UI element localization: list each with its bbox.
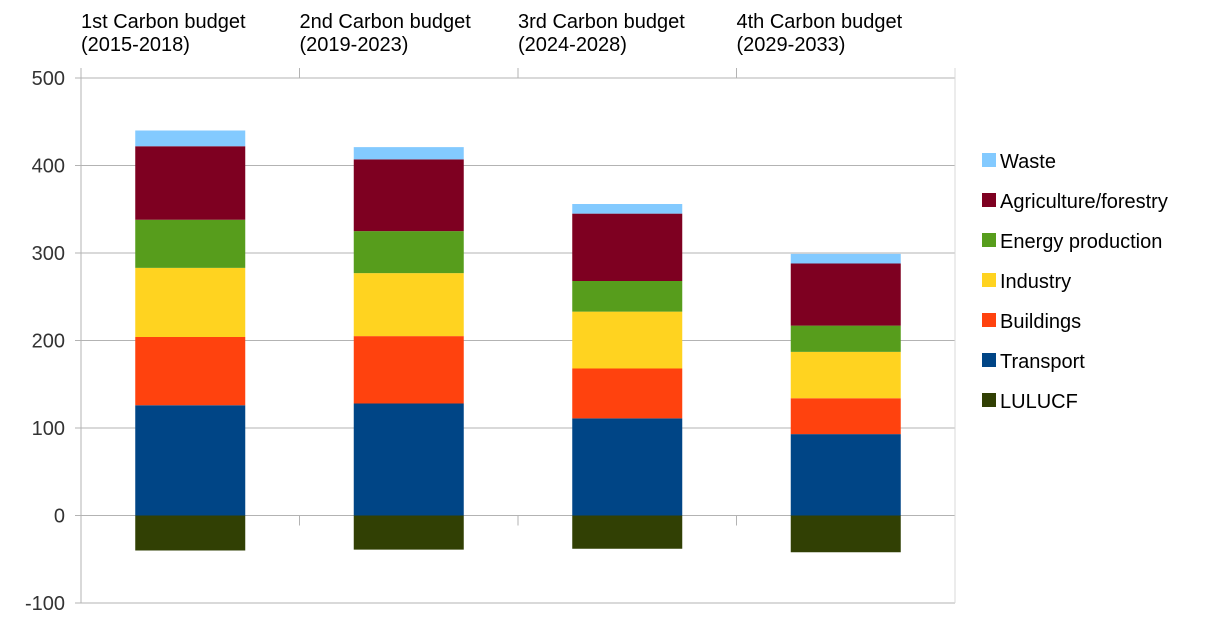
legend-label-buildings: Buildings <box>1000 311 1081 333</box>
bar-segment-energy-production <box>790 325 901 352</box>
y-tick-label: 0 <box>54 506 65 528</box>
bar-segment-agriculture-forestry <box>353 159 464 232</box>
y-tick-label: 200 <box>32 331 65 353</box>
legend: Waste Agriculture/forestry Energy producti… <box>982 151 1168 413</box>
axes: -100 0 100 200 300 400 500 <box>25 68 956 615</box>
bar-segment-energy-production <box>572 281 683 312</box>
bar-segment-buildings <box>353 336 464 404</box>
bar-segment-transport <box>790 434 901 516</box>
bar-segment-buildings <box>790 398 901 435</box>
bar-segment-buildings <box>572 368 683 419</box>
bar-segment-agriculture-forestry <box>135 146 246 220</box>
category-label: 4th Carbon budget (2029-2033) <box>737 11 903 56</box>
bar-segment-waste <box>572 204 683 214</box>
bar-segment-transport <box>572 418 683 516</box>
bar-segment-transport <box>135 405 246 516</box>
bar-segment-waste <box>790 253 901 264</box>
bar-segment-buildings <box>135 337 246 406</box>
category-label: 3rd Carbon budget (2024-2028) <box>518 11 685 56</box>
legend-label-waste: Waste <box>1000 151 1056 173</box>
y-tick-label: 500 <box>32 68 65 90</box>
bars <box>135 130 901 553</box>
bar-segment-lulucf <box>790 515 901 553</box>
y-tick-label: 300 <box>32 243 65 265</box>
legend-swatch-agriculture-forestry <box>982 193 996 207</box>
category-label: 1st Carbon budget (2015-2018) <box>81 11 246 56</box>
legend-swatch-industry <box>982 273 996 287</box>
bar-segment-waste <box>135 130 246 147</box>
y-tick-label: 100 <box>32 418 65 440</box>
legend-swatch-energy-production <box>982 233 996 247</box>
legend-label-energy-production: Energy production <box>1000 231 1162 253</box>
legend-label-transport: Transport <box>1000 351 1085 373</box>
y-tick-label: 400 <box>32 156 65 178</box>
bar-segment-industry <box>135 267 246 337</box>
bar-segment-industry <box>790 351 901 399</box>
bar-segment-energy-production <box>135 219 246 268</box>
bar-segment-waste <box>353 147 464 160</box>
legend-swatch-lulucf <box>982 393 996 407</box>
legend-swatch-buildings <box>982 313 996 327</box>
bar-segment-agriculture-forestry <box>572 213 683 281</box>
legend-swatch-waste <box>982 153 996 167</box>
category-labels: 1st Carbon budget (2015-2018) 2nd Carbon b… <box>81 11 903 56</box>
category-label: 2nd Carbon budget (2019-2023) <box>300 11 472 56</box>
bar-segment-transport <box>353 403 464 516</box>
bar-segment-energy-production <box>353 231 464 274</box>
legend-label-industry: Industry <box>1000 271 1071 293</box>
bar-segment-lulucf <box>135 515 246 551</box>
bar-segment-agriculture-forestry <box>790 263 901 326</box>
legend-label-lulucf: LULUCF <box>1000 391 1078 413</box>
bar-segment-lulucf <box>572 515 683 549</box>
y-tick-label: -100 <box>25 593 65 615</box>
legend-label-agriculture-forestry: Agriculture/forestry <box>1000 191 1168 213</box>
legend-swatch-transport <box>982 353 996 367</box>
bar-segment-lulucf <box>353 515 464 550</box>
bar-segment-industry <box>353 273 464 337</box>
bar-segment-industry <box>572 311 683 369</box>
